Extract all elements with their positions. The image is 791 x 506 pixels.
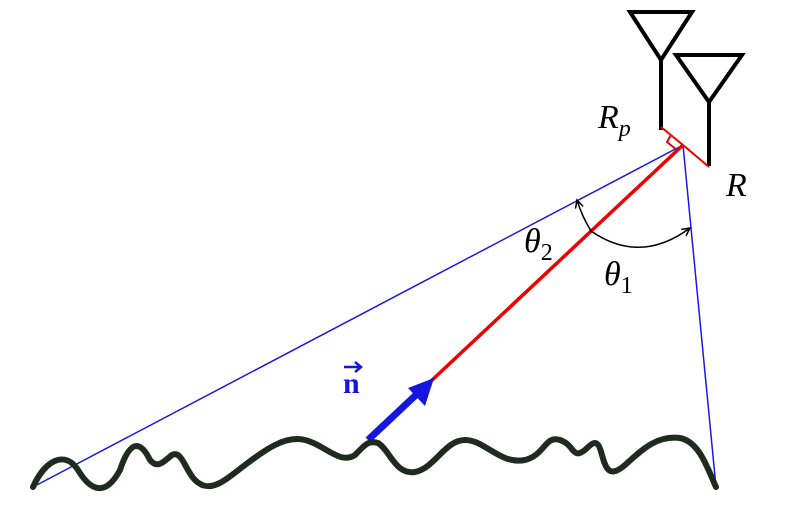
right-angle-mark	[660, 126, 710, 168]
antenna	[626, 10, 696, 130]
boresight-line	[428, 143, 685, 384]
label: n	[343, 367, 360, 400]
label: Rp	[597, 99, 631, 142]
label: θ1	[604, 256, 633, 299]
label-main: θ	[524, 223, 541, 260]
ray	[682, 144, 717, 488]
angle-arc	[577, 200, 592, 232]
normal-arrow	[365, 390, 421, 443]
normal-label: n	[343, 361, 363, 400]
normal-arrowhead	[408, 378, 434, 406]
ray	[32, 144, 684, 488]
label-sub: p	[617, 116, 631, 142]
angle-arc	[590, 228, 690, 248]
label-main: θ	[604, 256, 621, 293]
terrain	[30, 434, 719, 492]
antenna	[672, 53, 746, 166]
label-main: R	[597, 99, 619, 136]
label: θ2	[524, 223, 553, 266]
label-sub: 2	[541, 240, 553, 266]
label-sub: 1	[621, 273, 633, 299]
label: R	[725, 167, 747, 204]
